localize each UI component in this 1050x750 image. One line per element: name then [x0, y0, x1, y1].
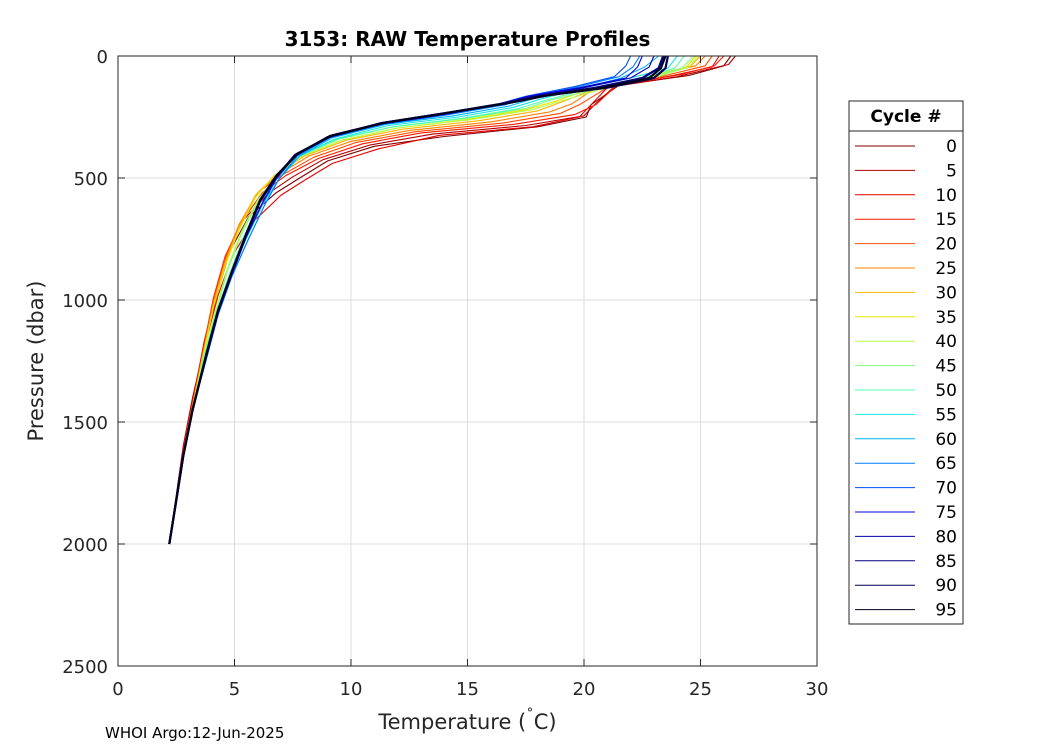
x-tick-label: 0 — [112, 679, 123, 700]
legend-title: Cycle # — [870, 107, 941, 127]
legend-label: 35 — [935, 308, 957, 328]
legend-label: 65 — [935, 454, 957, 474]
x-axis-label-unit: C) — [534, 710, 557, 734]
legend-label: 25 — [935, 259, 957, 279]
y-axis-label: Pressure (dbar) — [24, 281, 48, 442]
legend-label: 55 — [935, 405, 957, 425]
profile-line — [168, 55, 667, 545]
y-tick-label: 500 — [74, 169, 108, 190]
grid-lines — [118, 56, 817, 666]
legend-label: 70 — [935, 479, 957, 499]
y-tick-label: 2000 — [62, 535, 108, 556]
legend-label: 85 — [935, 552, 957, 572]
profile-lines — [168, 55, 736, 545]
legend-label: 75 — [935, 503, 957, 523]
legend-label: 60 — [935, 430, 957, 450]
x-axis-label-text: Temperature ( — [377, 710, 526, 734]
legend-label: 15 — [935, 210, 957, 230]
footer-credit: WHOI Argo:12-Jun-2025 — [105, 724, 285, 742]
legend-label: 10 — [935, 186, 957, 206]
chart-title: 3153: RAW Temperature Profiles — [285, 27, 651, 51]
legend: Cycle # 0 5 10 15 20 25 30 35 40 45 50 55 60 65 70 75 80… — [848, 100, 964, 625]
x-tick-label: 15 — [456, 679, 479, 700]
legend-label: 30 — [935, 283, 957, 303]
x-tick-label: 10 — [340, 679, 363, 700]
legend-label: 40 — [935, 332, 957, 352]
legend-label: 20 — [935, 235, 957, 255]
legend-label: 5 — [946, 161, 957, 181]
legend-label: 50 — [935, 381, 957, 401]
x-tick-label: 5 — [229, 679, 240, 700]
degree-symbol: ˚ — [526, 707, 534, 725]
y-tick-label: 1000 — [62, 291, 108, 312]
x-tick-label: 20 — [573, 679, 596, 700]
legend-label: 0 — [946, 137, 957, 157]
y-tick-label: 2500 — [62, 657, 108, 678]
legend-label: 80 — [935, 527, 957, 547]
y-tick-label: 0 — [97, 47, 108, 68]
x-tick-label: 30 — [806, 679, 829, 700]
legend-label: 95 — [935, 601, 957, 621]
axis-ticks: 0 5 10 15 20 25 30 0 500 1000 1500 2000 2500 — [62, 47, 828, 700]
x-tick-label: 25 — [689, 679, 712, 700]
legend-label: 90 — [935, 576, 957, 596]
y-tick-label: 1500 — [62, 413, 108, 434]
legend-label: 45 — [935, 357, 957, 377]
x-axis-label: Temperature (˚C) — [377, 707, 556, 734]
